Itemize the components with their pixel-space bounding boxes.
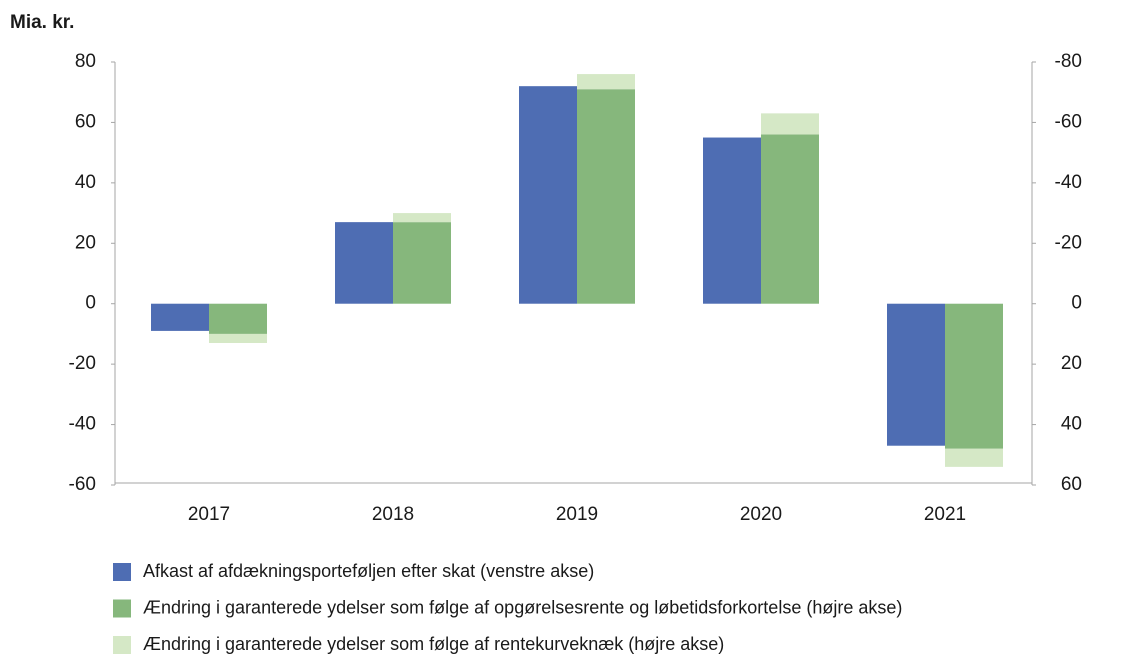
x-tick-label: 2019 [556,504,598,525]
y-tick-label: 20 [75,232,96,253]
y-tick-label: 80 [75,51,96,72]
bar [761,134,819,304]
y-axis-title: Mia. kr. [10,12,74,33]
bar [335,222,393,304]
bar [703,137,761,304]
legend-swatch [113,636,131,654]
y-tick-label: -60 [69,474,96,495]
bar [393,213,451,223]
bar [393,222,451,304]
legend-label: Afkast af afdækningsporteføljen efter sk… [143,561,594,581]
bar [209,333,267,343]
bar [577,89,635,304]
y2-tick-label: 0 [1071,293,1082,314]
bar [209,303,267,334]
x-tick-label: 2021 [924,504,966,525]
y-tick-label: 0 [85,293,96,314]
bar [945,303,1003,449]
bar [577,74,635,90]
y2-tick-label: 20 [1061,353,1082,374]
x-tick-label: 2020 [740,504,782,525]
y-tick-label: -20 [69,353,96,374]
bar [945,448,1003,467]
y2-tick-label: -60 [1055,111,1082,132]
bar [151,303,209,331]
bar [761,113,819,135]
y-tick-label: 60 [75,111,96,132]
y-tick-label: 40 [75,172,96,193]
legend-swatch [113,599,131,618]
x-tick-label: 2018 [372,504,414,525]
y2-tick-label: 40 [1061,414,1082,435]
bar [519,86,577,304]
y2-tick-label: 60 [1061,474,1082,495]
y2-tick-label: -40 [1055,172,1082,193]
legend-swatch [113,563,131,581]
legend-label: Ændring i garanterede ydelser som følge … [143,634,724,654]
legend-label: Ændring i garanterede ydelser som følge … [143,597,902,617]
bar [887,303,945,446]
y2-tick-label: -80 [1055,51,1082,72]
y2-tick-label: -20 [1055,232,1082,253]
y-tick-label: -40 [69,414,96,435]
x-tick-label: 2017 [188,504,230,525]
